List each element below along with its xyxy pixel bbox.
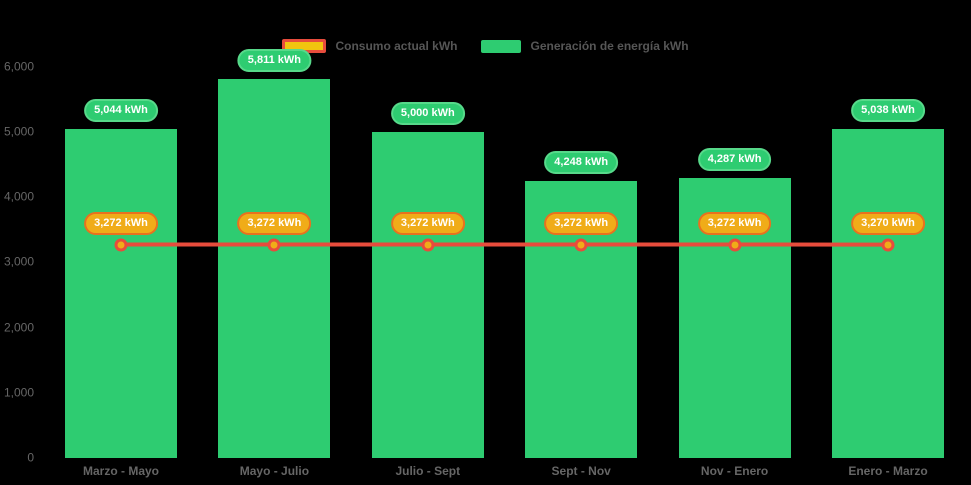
generation-value-label: 5,044 kWh [84,98,158,122]
consumption-point-marker[interactable] [114,238,128,251]
consumption-value-label: 3,272 kWh [544,211,619,235]
y-axis-tick-label: 0 [27,450,34,465]
y-axis-tick-label: 5,000 [3,124,34,139]
y-axis-tick-label: 2,000 [3,319,34,334]
legend-label-consumo: Consumo actual kWh [335,39,458,53]
x-axis-category-label: Julio - Sept [395,464,461,478]
y-axis-tick-label: 1,000 [3,385,34,400]
generation-value-label: 5,000 kWh [390,101,465,125]
consumption-value-label: 3,270 kWh [851,211,925,235]
generation-bar[interactable] [371,131,484,458]
x-axis-category-label: Marzo - Mayo [82,464,160,478]
consumption-point-marker[interactable] [574,238,588,251]
consumption-value-label: 3,272 kWh [84,211,158,235]
consumption-value-label: 3,272 kWh [697,211,772,235]
generation-bar[interactable] [65,128,177,458]
generation-value-label: 4,287 kWh [697,148,772,172]
y-axis-tick-label: 6,000 [3,58,34,73]
generation-value-label: 5,811 kWh [237,48,311,72]
consumption-point-marker[interactable] [881,238,895,252]
generation-value-label: 4,248 kWh [544,150,619,174]
consumption-value-label: 3,272 kWh [237,211,312,235]
generacion-bar-swatch-icon [481,39,522,53]
generation-bar[interactable] [832,129,944,458]
legend-label-generacion: Generación de energía kWh [530,39,689,53]
generation-value-label: 5,038 kWh [851,99,925,123]
y-axis-tick-label: 3,000 [3,254,34,269]
x-axis-category-label: Enero - Marzo [848,464,928,478]
legend-item-generacion[interactable]: Generación de energía kWh [481,39,689,53]
x-axis-category-label: Mayo - Julio [239,464,310,478]
x-axis-category-label: Nov - Enero [700,464,769,478]
consumption-point-marker[interactable] [421,238,435,251]
consumption-value-label: 3,272 kWh [390,211,465,235]
consumption-point-marker[interactable] [728,238,742,251]
consumption-point-marker[interactable] [267,238,281,251]
x-axis-category-label: Sept - Nov [551,464,611,478]
generation-bar[interactable] [218,78,331,458]
y-axis-tick-label: 4,000 [3,189,34,204]
